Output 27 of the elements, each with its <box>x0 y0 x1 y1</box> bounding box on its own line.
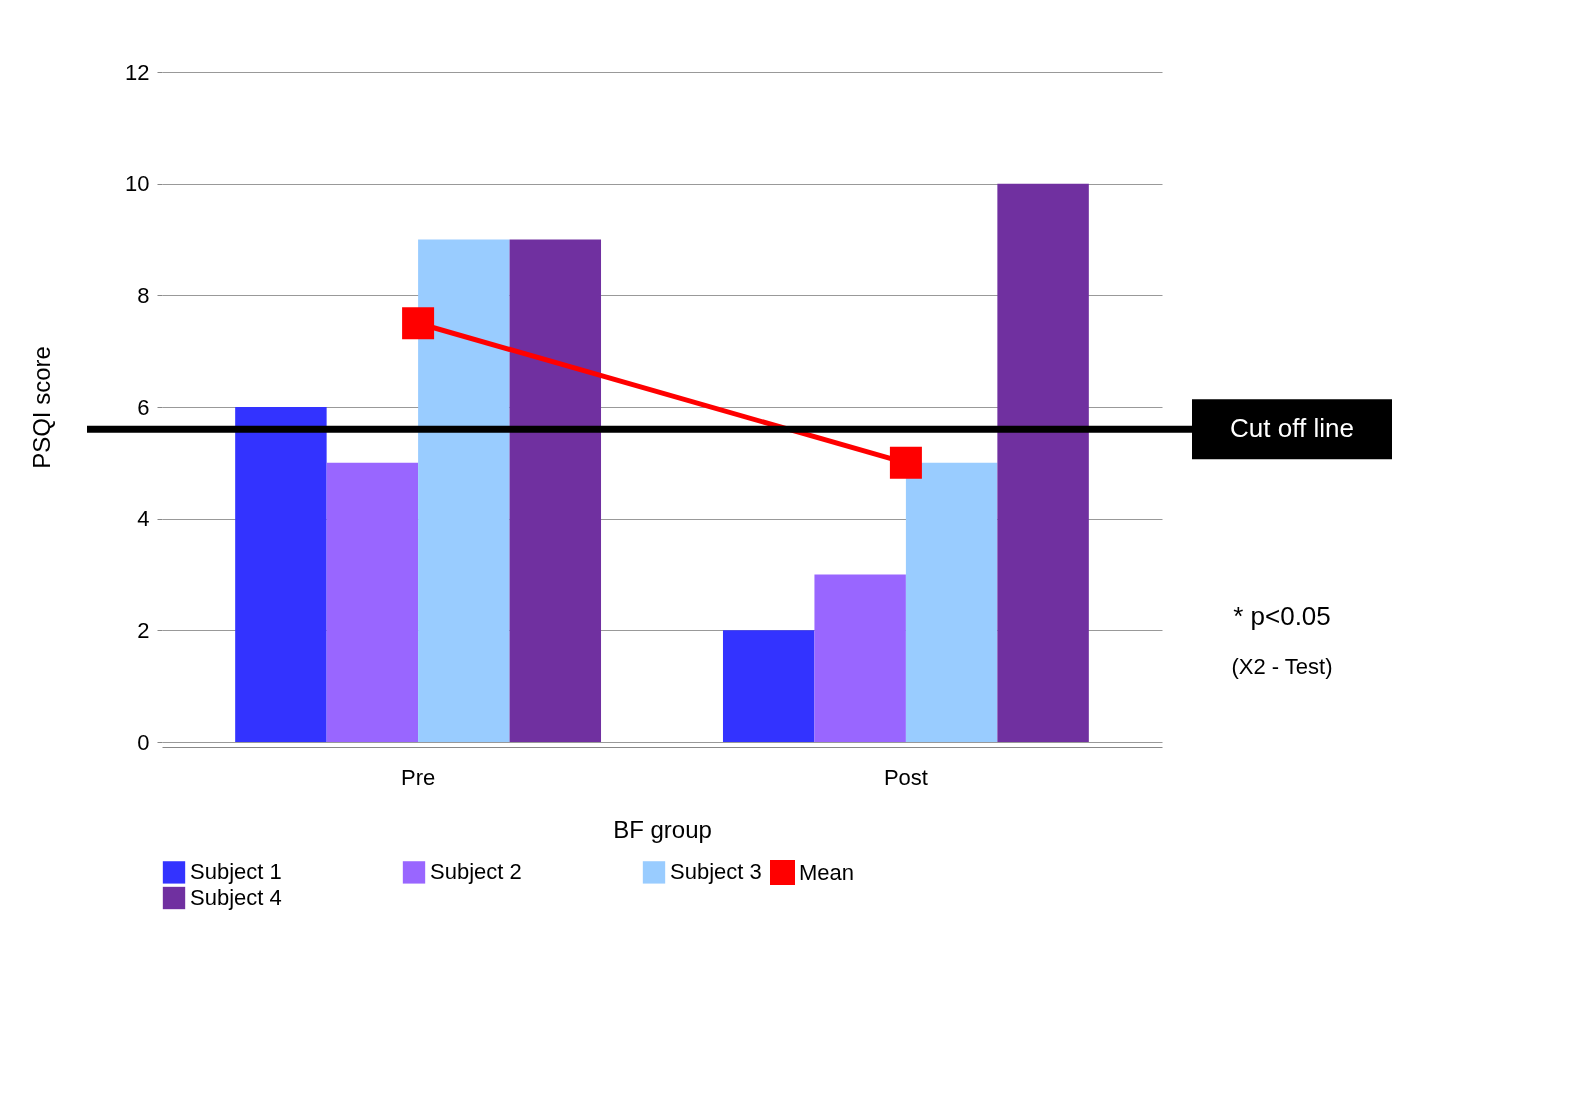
x-tick-label: Post <box>883 764 928 790</box>
y-tick-label: 12 <box>125 59 150 85</box>
legend-label: Mean <box>799 859 855 885</box>
bar <box>905 462 998 742</box>
bar <box>814 574 906 742</box>
legend-label: Subject 3 <box>670 859 762 885</box>
bar <box>509 239 602 742</box>
legend-label: Subject 4 <box>190 885 282 910</box>
y-axis-title: PSQI score <box>28 346 56 469</box>
y-tick-label: 2 <box>137 617 150 643</box>
y-tick-label: 0 <box>137 729 150 755</box>
x-axis-title: BF group <box>613 815 712 843</box>
bar <box>997 183 1089 742</box>
y-tick-label: 8 <box>137 282 150 308</box>
x-tick-label: Pre <box>400 764 436 790</box>
bar <box>235 407 327 742</box>
text: * p<0.05 <box>1233 601 1331 631</box>
bar <box>418 239 510 742</box>
bar <box>722 630 815 742</box>
legend-label: Subject 2 <box>430 859 522 885</box>
ref-line-label: Cut off line <box>1230 413 1354 444</box>
y-tick-label: 6 <box>137 394 150 420</box>
text: (X2 - Test) <box>1231 654 1333 679</box>
y-tick-label: 10 <box>125 171 150 197</box>
y-tick-label: 4 <box>137 506 150 532</box>
legend-label: Subject 1 <box>190 859 282 885</box>
bar <box>326 462 419 742</box>
